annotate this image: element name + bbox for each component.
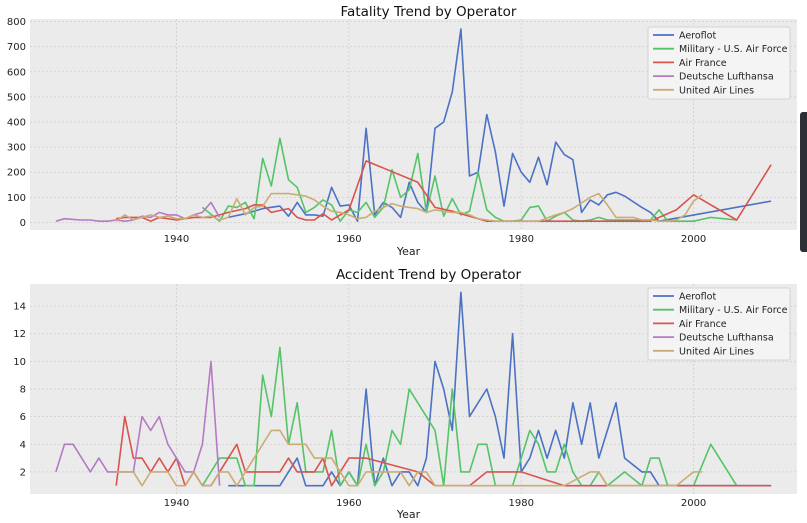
y-tick-label: 800 [7, 17, 26, 28]
legend-label: United Air Lines [679, 346, 754, 357]
legend-label: Military - U.S. Air Force [679, 305, 788, 316]
y-tick-label: 12 [13, 329, 26, 340]
y-tick-label: 6 [20, 412, 26, 423]
x-tick-label: 2000 [681, 234, 706, 245]
legend-box [647, 287, 791, 361]
y-tick-label: 200 [7, 168, 26, 179]
window-edge [800, 112, 807, 252]
legend-label: Air France [679, 58, 727, 69]
y-tick-label: 300 [7, 143, 26, 154]
legend-label: Aeroflot [679, 292, 716, 303]
legend-label: Air France [679, 319, 727, 330]
y-tick-label: 700 [7, 42, 26, 53]
y-tick-label: 4 [20, 440, 26, 451]
x-tick-label: 1960 [336, 498, 361, 509]
series-line-4 [55, 360, 221, 486]
y-tick-label: 2 [20, 467, 26, 478]
x-tick-label: 1980 [508, 498, 533, 509]
y-tick-label: 100 [7, 193, 26, 204]
y-tick-label: 400 [7, 117, 26, 128]
series-line-5 [116, 429, 703, 487]
legend-label: Deutsche Lufthansa [679, 72, 774, 83]
y-tick-label: 600 [7, 67, 26, 78]
x-tick-label: 1940 [164, 498, 189, 509]
legend-box [647, 26, 791, 100]
series-line-3 [115, 415, 772, 487]
legend: Aeroflot Military - U.S. Air Force Air Fra… [647, 287, 791, 361]
legend-label: Deutsche Lufthansa [679, 333, 774, 344]
x-tick-label: 1980 [508, 234, 533, 245]
chart-panel-2: 2 4 6 8 10 12 14 1940 1960 1980 2000 Accident Trend… [13, 267, 797, 521]
x-axis-label: Year [396, 508, 421, 521]
y-tick-label: 0 [20, 218, 26, 229]
chart-panel-1: 0 100 200 300 400 500 600 700 800 1940 1960 1980 200… [7, 4, 797, 258]
legend-label: Aeroflot [679, 31, 716, 42]
y-tick-label: 8 [20, 385, 26, 396]
legend-label: United Air Lines [679, 85, 754, 96]
x-axis-label: Year [396, 245, 421, 258]
y-tick-label: 500 [7, 92, 26, 103]
legend: Aeroflot Military - U.S. Air Force Air Fra… [647, 26, 791, 100]
chart-title: Fatality Trend by Operator [341, 4, 517, 20]
series-line-5 [115, 192, 703, 222]
series-line-1 [228, 291, 772, 487]
chart-title: Accident Trend by Operator [336, 267, 522, 283]
x-tick-label: 1940 [164, 234, 189, 245]
y-tick-label: 10 [13, 357, 26, 368]
x-tick-label: 2000 [681, 498, 706, 509]
legend-label: Military - U.S. Air Force [679, 44, 788, 55]
x-tick-label: 1960 [336, 234, 361, 245]
series-line-1 [228, 28, 772, 222]
y-tick-label: 14 [13, 302, 26, 313]
